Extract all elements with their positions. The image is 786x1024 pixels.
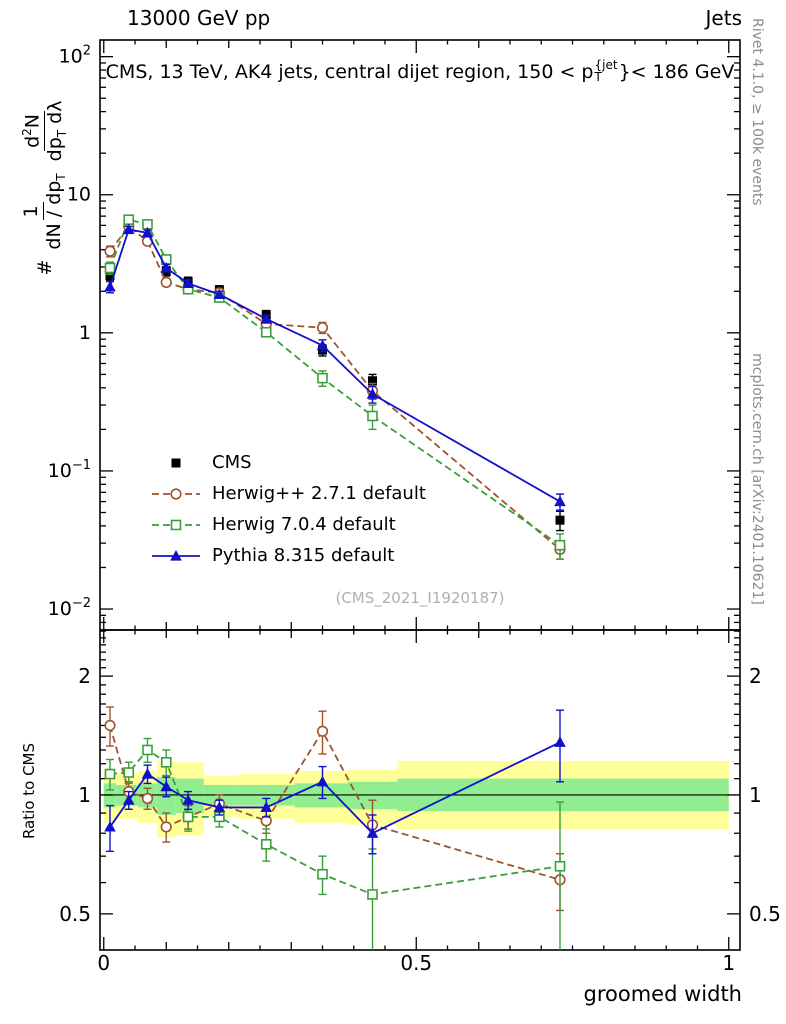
legend-marker-triangle-filled <box>152 549 200 561</box>
axis-ticks <box>100 40 740 950</box>
svg-text:0.5: 0.5 <box>400 951 432 975</box>
plot-title-sub: T <box>594 70 602 84</box>
plot-title: CMS, 13 TeV, AK4 jets, central dijet reg… <box>100 59 740 84</box>
mcplots-citation-note: mcplots.cern.ch [arXiv:2401.10621] <box>749 353 765 605</box>
header-beam-energy: 13000 GeV pp <box>127 6 271 30</box>
ylabel-frac2-den-dp: dp <box>43 137 66 162</box>
main-series <box>104 214 566 560</box>
svg-text:0.5: 0.5 <box>59 902 91 926</box>
svg-text:0.5: 0.5 <box>749 902 781 926</box>
plot-title-sup: {jet <box>594 58 618 72</box>
ylabel-fraction-1: 1 dN / dpT <box>20 171 69 251</box>
ylabel-frac1-den: dN / dpT <box>43 171 69 251</box>
ylabel-frac2-den-sub: T <box>54 129 69 138</box>
svg-text:1: 1 <box>722 951 735 975</box>
analysis-id-watermark: (CMS_2021_I1920187) <box>335 589 505 607</box>
ylabel-frac1-num: 1 <box>20 202 45 221</box>
svg-text:102: 102 <box>59 44 91 68</box>
svg-text:1: 1 <box>78 783 91 807</box>
legend-item: Pythia 8.315 default <box>150 540 426 571</box>
svg-text:1: 1 <box>79 322 91 344</box>
plot-title-suffix: }< 186 GeV <box>618 61 735 83</box>
ylabel-frac1-den-text: dN / dp <box>43 180 66 250</box>
ylabel-frac2-den: dpT dλ <box>43 99 70 164</box>
series-pythia-8-315-default <box>104 709 566 855</box>
legend: CMS Herwig++ 2.7.1 default Herwig 7.0.4 de… <box>150 447 426 571</box>
legend-item: Herwig++ 2.7.1 default <box>150 478 426 509</box>
ylabel-frac2-num-sup: 2 <box>19 128 34 136</box>
rivet-version-note: Rivet 4.1.0, ≥ 100k events <box>749 18 765 206</box>
ratio-series <box>104 706 566 950</box>
plot-title-prefix: CMS, 13 TeV, AK4 jets, central dijet reg… <box>105 61 594 83</box>
ylabel-frac2-num: d2N <box>19 110 45 151</box>
ylabel-hash: # <box>34 259 56 276</box>
legend-label: Pythia 8.315 default <box>212 545 395 566</box>
legend-marker-square-filled <box>171 458 181 467</box>
legend-item: Herwig 7.0.4 default <box>150 509 426 540</box>
svg-text:2: 2 <box>749 664 762 688</box>
ylabel-frac2-num-d: d <box>20 135 43 148</box>
ylabel-frac2-num-N: N <box>20 113 43 129</box>
svg-text:2: 2 <box>78 664 91 688</box>
legend-label: CMS <box>212 452 252 473</box>
svg-text:10: 10 <box>67 184 91 206</box>
plot-frames <box>99 39 741 951</box>
tick-labels: 102 10 1 10−1 10−2 2 2 1 1 0.5 0.5 0 0.5 1 <box>48 44 781 975</box>
ylabel-frac2-den-tail: dλ <box>43 100 66 130</box>
pt-jet-stack: {jet T <box>595 59 618 83</box>
ylabel-fraction-2: d2N dpT dλ <box>19 99 70 164</box>
svg-text:10−2: 10−2 <box>48 596 91 620</box>
ratio-bands <box>103 760 729 838</box>
legend-label: Herwig++ 2.7.1 default <box>212 483 426 504</box>
header-analysis-group: Jets <box>705 6 742 30</box>
legend-item: CMS <box>150 447 426 478</box>
series-pythia-8-315-default <box>104 223 566 511</box>
x-axis-label: groomed width <box>583 982 742 1006</box>
main-y-axis-label: # 1 dN / dpT d2N dpT dλ <box>15 37 75 337</box>
svg-text:1: 1 <box>749 783 762 807</box>
ratio-y-axis-label: Ratio to CMS <box>20 742 38 840</box>
legend-label: Herwig 7.0.4 default <box>212 514 396 535</box>
legend-marker-circle-open <box>152 487 200 500</box>
svg-text:10−1: 10−1 <box>48 458 91 482</box>
svg-text:0: 0 <box>97 951 110 975</box>
ylabel-frac1-den-sub: T <box>53 173 68 181</box>
legend-marker-square-open <box>152 519 200 530</box>
